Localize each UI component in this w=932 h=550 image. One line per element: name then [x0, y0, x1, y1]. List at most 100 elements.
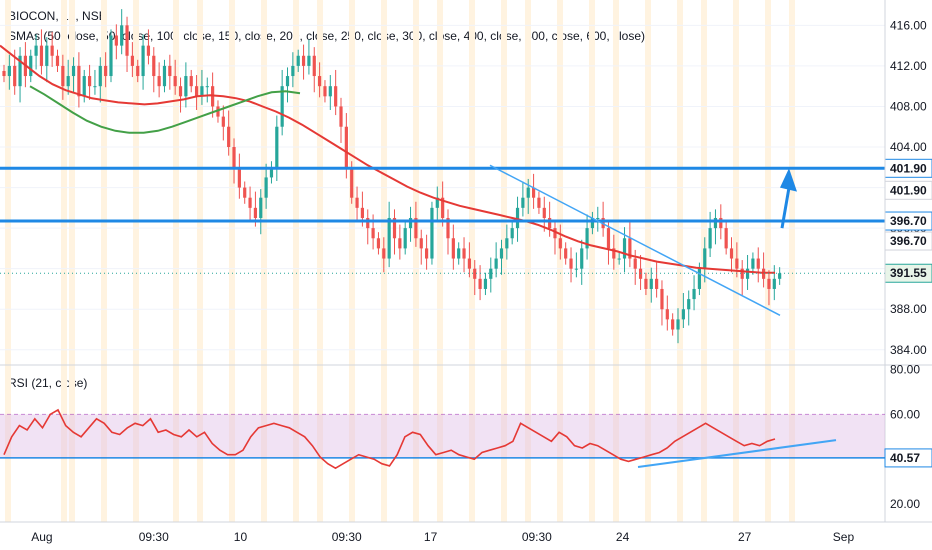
candle-body — [510, 228, 514, 239]
candle-body — [772, 278, 776, 289]
session-band — [349, 0, 355, 522]
candle-body — [740, 268, 744, 279]
candle-body — [457, 248, 461, 259]
candle-body — [392, 217, 397, 239]
candle-body — [360, 207, 365, 218]
candle-body — [622, 238, 627, 259]
session-band — [173, 0, 179, 522]
candle-body — [114, 35, 118, 46]
time-axis-tick: 10 — [234, 530, 248, 544]
candle-body — [323, 86, 327, 97]
candle-body — [553, 228, 557, 239]
session-band — [501, 0, 507, 522]
candle-body — [216, 106, 220, 117]
candle-body — [285, 76, 290, 87]
session-band — [133, 0, 139, 522]
candle-body — [125, 25, 129, 56]
candle-body — [419, 238, 423, 249]
candle-body — [82, 76, 86, 97]
candle-body — [537, 197, 541, 208]
falling-trendline — [489, 164, 781, 316]
rsi-value-label: 40.57 — [890, 451, 920, 465]
rsi-value-tag — [884, 448, 932, 468]
candle-body — [499, 248, 504, 259]
candle-body — [462, 248, 466, 259]
candle-body — [735, 258, 739, 269]
candle-body — [291, 65, 295, 77]
candle-body — [61, 65, 65, 87]
candle-body — [692, 288, 696, 300]
candle-body — [441, 197, 445, 218]
session-band — [413, 0, 419, 522]
session-band — [5, 0, 11, 522]
candle-body — [414, 217, 418, 239]
candle-body — [307, 55, 311, 66]
candle-body — [628, 238, 632, 259]
candle-body — [264, 177, 268, 198]
rsi-axis-tick: 80.00 — [890, 362, 920, 376]
candle-body — [104, 65, 108, 77]
time-axis-tick: 17 — [424, 530, 438, 544]
price-axis-tick: 404.00 — [890, 140, 927, 154]
candle-body — [687, 299, 691, 310]
candle-body — [446, 217, 450, 239]
candle-body — [50, 45, 54, 56]
time-axis-tick: Aug — [31, 530, 52, 544]
candle-body — [55, 55, 60, 66]
rsi-axis-tick: 60.00 — [890, 407, 920, 421]
time-axis-tick: 09:30 — [139, 530, 169, 544]
candle-body — [580, 248, 584, 269]
candle-body — [521, 197, 525, 208]
candle-body — [403, 228, 407, 249]
candle-body — [751, 258, 755, 269]
price-axis-tick: 388.00 — [890, 302, 927, 316]
candle-body — [767, 278, 771, 289]
candle-body — [478, 278, 482, 289]
price-tag-label: 401.90 — [890, 183, 927, 197]
candle-body — [644, 278, 648, 289]
candle-body — [665, 309, 669, 320]
breakout-arrow-shaft — [780, 187, 791, 229]
candle-body — [66, 76, 70, 87]
candle-body — [633, 258, 637, 269]
candle-body — [318, 76, 322, 87]
candle-body — [548, 217, 552, 229]
session-band — [197, 0, 203, 522]
session-band — [557, 0, 563, 522]
candle-body — [676, 319, 680, 330]
candle-body — [301, 55, 306, 66]
session-band — [613, 0, 619, 522]
candle-body — [387, 217, 391, 259]
candle-body — [505, 238, 509, 249]
candle-body — [173, 76, 177, 87]
session-band — [293, 0, 299, 522]
candle-body — [296, 55, 300, 66]
candle-body — [762, 268, 766, 279]
candle-body — [542, 207, 546, 218]
candle-body — [71, 65, 76, 77]
candle-body — [152, 55, 156, 77]
price-axis-tick: 384.00 — [890, 343, 927, 357]
candle-body — [494, 258, 498, 269]
candle-body — [526, 187, 530, 198]
price-axis-tick: 408.00 — [890, 99, 927, 113]
candle-body — [157, 76, 161, 87]
candle-body — [606, 228, 611, 249]
candle-body — [467, 258, 471, 269]
price-axis-tick: 412.00 — [890, 59, 927, 73]
candle-body — [109, 35, 113, 77]
price-tag-label: 396.70 — [890, 214, 927, 228]
time-axis-tick: Sep — [833, 530, 855, 544]
candle-body — [18, 55, 22, 87]
session-band — [645, 0, 651, 522]
candle-body — [703, 248, 707, 269]
candle-body — [371, 228, 375, 239]
chart-symbol-title: BIOCON, 1h, NSE — [8, 9, 107, 23]
rsi-axis-tick: 20.00 — [890, 497, 920, 511]
candle-body — [671, 319, 675, 330]
candle-body — [713, 217, 718, 229]
candle-body — [483, 278, 488, 289]
candle-body — [638, 268, 643, 279]
session-band — [61, 0, 67, 522]
